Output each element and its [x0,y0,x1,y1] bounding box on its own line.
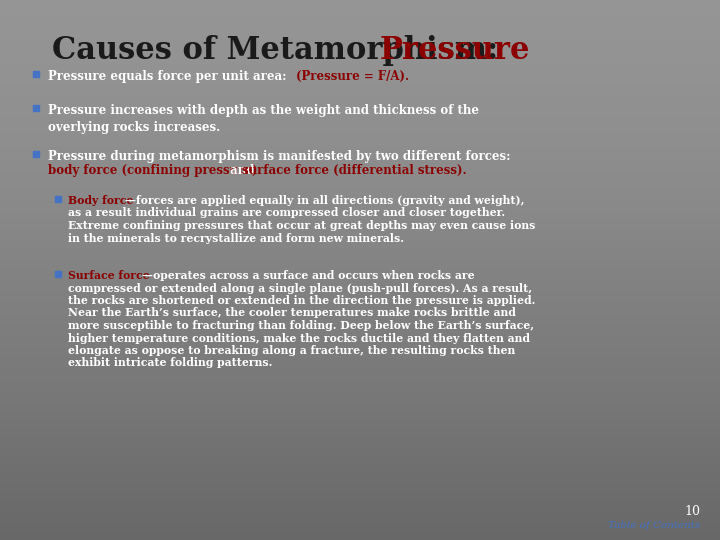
Text: and: and [226,164,258,177]
Text: Pressure during metamorphism is manifested by two different forces:: Pressure during metamorphism is manifest… [48,150,510,163]
Text: in the minerals to recrystallize and form new minerals.: in the minerals to recrystallize and for… [68,233,404,244]
Text: higher temperature conditions, make the rocks ductile and they flatten and: higher temperature conditions, make the … [68,333,530,343]
Text: 10: 10 [684,505,700,518]
Text: Body force: Body force [68,195,133,206]
Text: surface force (differential stress).: surface force (differential stress). [242,164,467,177]
Text: compressed or extended along a single plane (push-pull forces). As a result,: compressed or extended along a single pl… [68,282,532,294]
Text: as a result individual grains are compressed closer and closer together.: as a result individual grains are compre… [68,207,505,219]
Text: —forces are applied equally in all directions (gravity and weight),: —forces are applied equally in all direc… [125,195,524,206]
Text: exhibit intricate folding patterns.: exhibit intricate folding patterns. [68,357,272,368]
Text: —operates across a surface and occurs when rocks are: —operates across a surface and occurs wh… [142,270,474,281]
Text: body force (confining pressure): body force (confining pressure) [48,164,258,177]
Text: Causes of Metamorphism:: Causes of Metamorphism: [52,35,509,66]
Text: Pressure: Pressure [380,35,531,66]
Text: Table of Contents: Table of Contents [608,521,700,530]
Text: Pressure increases with depth as the weight and thickness of the
overlying rocks: Pressure increases with depth as the wei… [48,104,479,134]
Text: (Pressure = F/A).: (Pressure = F/A). [296,70,409,83]
Text: Pressure equals force per unit area:: Pressure equals force per unit area: [48,70,291,83]
Text: more susceptible to fracturing than folding. Deep below the Earth’s surface,: more susceptible to fracturing than fold… [68,320,534,331]
Text: Near the Earth’s surface, the cooler temperatures make rocks brittle and: Near the Earth’s surface, the cooler tem… [68,307,516,319]
Text: Surface force: Surface force [68,270,150,281]
Text: elongate as oppose to breaking along a fracture, the resulting rocks then: elongate as oppose to breaking along a f… [68,345,516,356]
Text: Extreme confining pressures that occur at great depths may even cause ions: Extreme confining pressures that occur a… [68,220,536,231]
Text: the rocks are shortened or extended in the direction the pressure is applied.: the rocks are shortened or extended in t… [68,295,536,306]
